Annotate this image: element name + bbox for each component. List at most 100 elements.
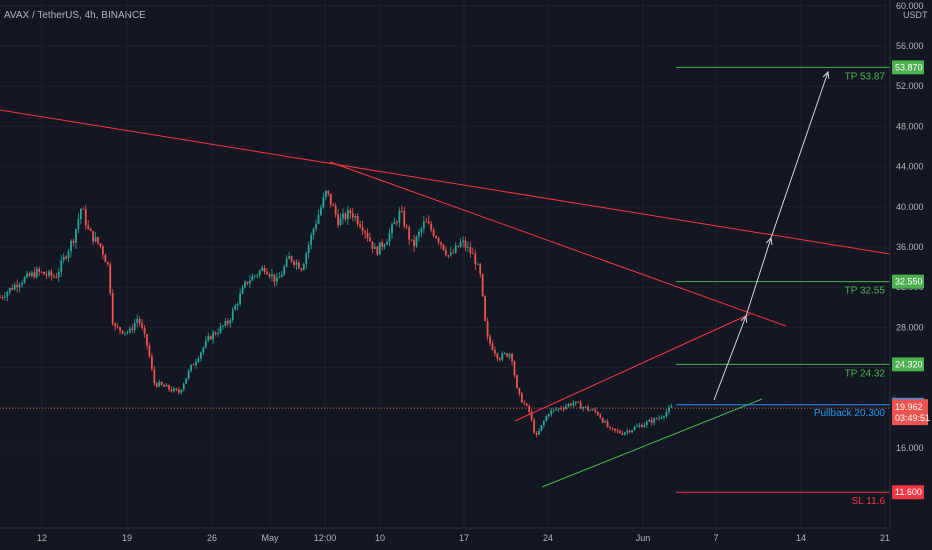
- candle-body: [628, 430, 631, 433]
- level-label: TP 32.55: [845, 286, 886, 297]
- candle-body: [344, 213, 347, 220]
- candle-body: [77, 219, 80, 230]
- descending-trendline-long: [0, 109, 891, 255]
- candle-body: [158, 381, 161, 387]
- candle-body: [422, 221, 425, 229]
- x-tick-label: 14: [796, 533, 806, 543]
- candle-body: [50, 271, 53, 277]
- candle-body: [361, 227, 364, 231]
- candle-body: [442, 244, 445, 251]
- arrow-segment: [745, 237, 772, 317]
- x-tick-label: 24: [543, 533, 553, 543]
- candle-body: [234, 305, 237, 310]
- candle-body: [342, 213, 344, 219]
- candle-body: [667, 407, 670, 412]
- candle-body: [65, 256, 68, 259]
- candle-body: [45, 274, 48, 276]
- candle-body: [623, 432, 626, 435]
- candle-body: [0, 297, 1, 299]
- candle-body: [217, 332, 219, 335]
- candle-body: [420, 228, 423, 233]
- candle-body: [457, 245, 460, 247]
- candle-body: [577, 401, 580, 403]
- candle-body: [498, 358, 501, 360]
- candle-body: [393, 222, 396, 225]
- candle-body: [648, 419, 651, 422]
- candle-body: [467, 246, 469, 248]
- candle-body: [305, 253, 308, 265]
- candle-body: [339, 218, 342, 226]
- candle-body: [256, 274, 259, 276]
- candle-body: [290, 256, 293, 262]
- candle-body: [143, 327, 146, 335]
- candle-body: [124, 332, 126, 334]
- candle-body: [452, 252, 455, 254]
- candle-body: [533, 419, 535, 433]
- price-axis: USDT 16.00020.00024.00028.00032.00036.00…: [889, 0, 932, 528]
- grid-lines: [0, 0, 890, 528]
- candle-body: [131, 328, 134, 331]
- candle-body: [550, 410, 553, 415]
- candle-body: [403, 211, 406, 227]
- candle-body: [584, 406, 587, 408]
- candle-body: [506, 353, 509, 357]
- level-label: TP 53.87: [845, 71, 886, 82]
- candle-body: [180, 389, 183, 393]
- candle-body: [89, 228, 92, 232]
- candle-body: [543, 421, 545, 426]
- candle-body: [332, 204, 335, 206]
- candle-body: [84, 209, 87, 226]
- candle-body: [383, 244, 386, 247]
- arrow-segment: [713, 315, 747, 401]
- candle-body: [557, 408, 560, 410]
- candle-body: [400, 211, 403, 212]
- candle-body: [62, 256, 65, 261]
- candle-body: [474, 253, 477, 265]
- candle-body: [153, 369, 156, 384]
- candle-body: [491, 343, 494, 350]
- candle-body: [146, 334, 148, 346]
- candle-body: [263, 267, 266, 272]
- candle-body: [503, 353, 506, 355]
- candle-body: [540, 425, 543, 431]
- candle-body: [315, 223, 317, 229]
- candle-body: [82, 208, 85, 210]
- countdown-text: 03:49:51: [895, 413, 930, 423]
- candle-body: [75, 229, 77, 243]
- candle-body: [160, 381, 163, 385]
- candle-body: [459, 242, 462, 247]
- candle-body: [1, 297, 4, 299]
- candle-body: [33, 272, 36, 278]
- candle-body: [391, 224, 393, 234]
- candle-body: [447, 254, 450, 256]
- candle-body: [4, 296, 6, 298]
- candle-body: [665, 411, 668, 417]
- candle-body: [231, 309, 234, 320]
- candle-body: [280, 274, 283, 278]
- candle-body: [111, 293, 114, 324]
- y-tick-label: 52.000: [896, 81, 924, 91]
- candle-body: [23, 277, 26, 283]
- candle-body: [592, 409, 594, 411]
- level-label: SL 11.6: [852, 496, 886, 507]
- candle-body: [38, 268, 41, 272]
- candle-body: [518, 388, 521, 394]
- candle-body: [386, 242, 388, 245]
- candle-body: [479, 264, 482, 275]
- candle-body: [298, 262, 300, 269]
- candle-body: [636, 426, 638, 428]
- candle-body: [569, 403, 572, 406]
- candle-body: [300, 268, 303, 270]
- candle-body: [302, 264, 305, 270]
- candle-body: [663, 416, 665, 418]
- candle-body: [251, 276, 254, 281]
- candle-body: [312, 228, 315, 235]
- descending-trendline-short: [329, 161, 787, 327]
- candle-body: [359, 224, 362, 228]
- x-tick-label: 7: [713, 533, 718, 543]
- candle-body: [26, 273, 28, 278]
- candle-body: [182, 383, 185, 390]
- candle-body: [396, 222, 398, 223]
